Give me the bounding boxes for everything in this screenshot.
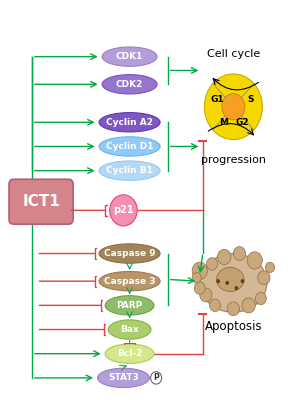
Ellipse shape [98, 368, 149, 388]
Text: Apoptosis: Apoptosis [205, 320, 262, 332]
Circle shape [255, 292, 266, 305]
Circle shape [194, 282, 205, 294]
Text: STAT3: STAT3 [108, 373, 139, 382]
Circle shape [192, 272, 201, 283]
Ellipse shape [102, 75, 157, 94]
Ellipse shape [99, 113, 160, 132]
Circle shape [222, 94, 245, 120]
Circle shape [233, 247, 245, 260]
Text: M: M [219, 118, 228, 127]
Ellipse shape [108, 320, 151, 339]
Text: CDK1: CDK1 [116, 52, 143, 61]
Text: Caspase 3: Caspase 3 [104, 277, 155, 286]
Circle shape [241, 279, 244, 283]
Circle shape [217, 249, 231, 264]
Text: Cyclin B1: Cyclin B1 [106, 166, 153, 175]
Circle shape [216, 279, 220, 283]
Circle shape [206, 258, 217, 270]
Ellipse shape [99, 137, 160, 156]
Circle shape [151, 372, 162, 384]
Text: Cyclin D1: Cyclin D1 [106, 142, 153, 151]
Text: Cell cycle: Cell cycle [207, 49, 260, 59]
Ellipse shape [99, 272, 160, 291]
Circle shape [110, 195, 137, 226]
Text: G2: G2 [236, 118, 249, 127]
Circle shape [247, 252, 262, 269]
Circle shape [225, 281, 229, 285]
Text: P: P [153, 373, 159, 382]
Text: Bax: Bax [120, 325, 139, 334]
Text: S: S [248, 95, 254, 104]
FancyBboxPatch shape [9, 179, 73, 224]
Text: Cyclin A2: Cyclin A2 [106, 118, 153, 127]
Text: Bcl-2: Bcl-2 [117, 349, 142, 358]
Ellipse shape [200, 254, 267, 312]
Ellipse shape [105, 296, 154, 315]
Circle shape [227, 302, 239, 316]
Ellipse shape [102, 47, 157, 66]
Circle shape [200, 288, 212, 302]
Ellipse shape [99, 161, 160, 180]
Text: p21: p21 [113, 205, 134, 215]
Circle shape [192, 262, 207, 280]
Ellipse shape [217, 267, 244, 292]
Circle shape [205, 74, 262, 140]
Ellipse shape [105, 344, 154, 363]
Text: CDK2: CDK2 [116, 80, 143, 89]
Text: PARP: PARP [116, 301, 143, 310]
Circle shape [235, 286, 238, 290]
Ellipse shape [99, 244, 160, 263]
Text: ICT1: ICT1 [22, 194, 60, 209]
Circle shape [209, 299, 221, 312]
Text: G1: G1 [210, 95, 224, 104]
Text: Caspase 9: Caspase 9 [104, 249, 156, 258]
Circle shape [258, 271, 270, 285]
Circle shape [242, 298, 255, 313]
Circle shape [265, 262, 274, 272]
Text: progression: progression [201, 154, 266, 164]
